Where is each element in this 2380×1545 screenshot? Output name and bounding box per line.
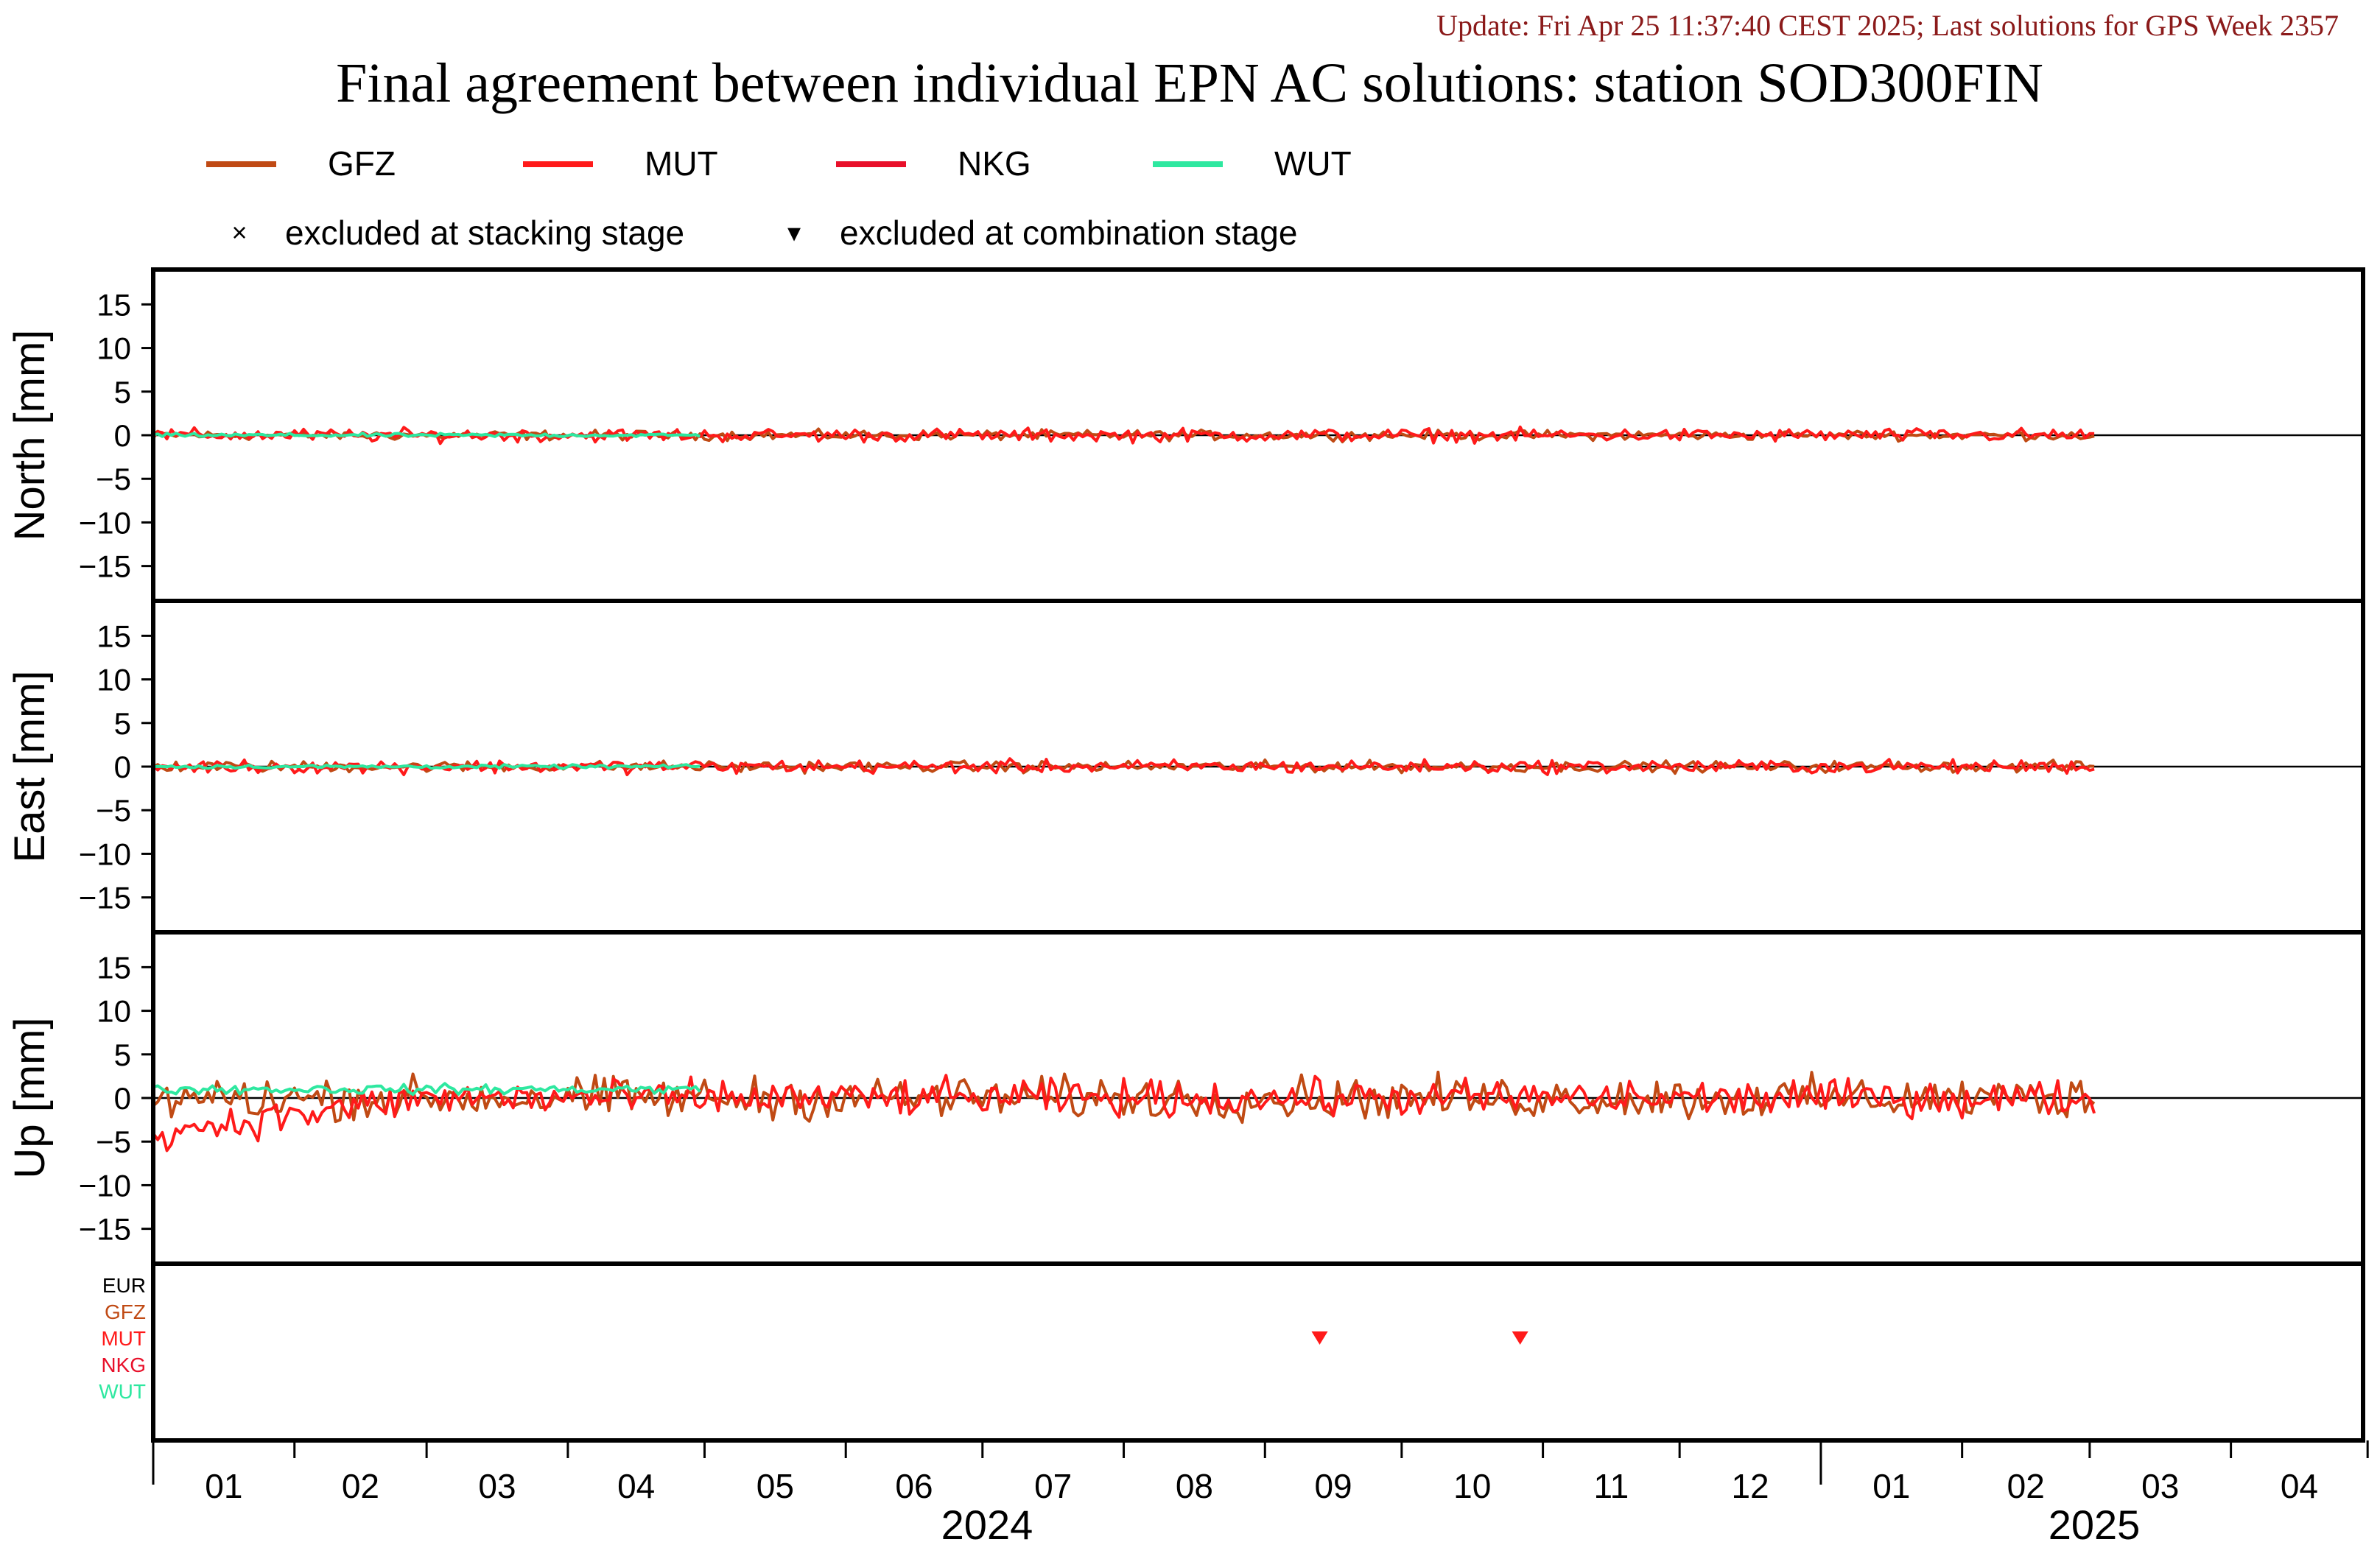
y-tick-label: −15 xyxy=(79,881,131,915)
x-year-label: 2024 xyxy=(941,1502,1033,1545)
y-tick-label: −15 xyxy=(79,549,131,584)
y-tick-label: −5 xyxy=(96,462,131,496)
x-tick-label: 05 xyxy=(757,1467,794,1505)
y-axis-label: North [mm] xyxy=(6,330,54,541)
legend-label-nkg: NKG xyxy=(958,144,1031,183)
y-tick-label: −10 xyxy=(79,505,131,540)
panel-frame xyxy=(151,1261,2365,1443)
exclusion-row-label-mut: MUT xyxy=(101,1327,146,1350)
legend: GFZ MUT NKG WUT × excluded at stacking stage ▾… xyxy=(206,144,1352,252)
x-tick-label: 01 xyxy=(205,1467,242,1505)
x-year-label: 2025 xyxy=(2049,1502,2141,1545)
legend-marker-symbol: × xyxy=(231,217,247,247)
y-tick-label: 5 xyxy=(114,706,131,741)
x-tick-label: 02 xyxy=(342,1467,379,1505)
x-tick-label: 12 xyxy=(1731,1467,1769,1505)
x-tick-label: 06 xyxy=(895,1467,933,1505)
y-tick-label: 5 xyxy=(114,375,131,409)
legend-marker-label: excluded at stacking stage xyxy=(285,214,684,252)
y-tick-label: 10 xyxy=(96,663,131,697)
x-tick-label: 03 xyxy=(2141,1467,2179,1505)
panel-north: −15 −10 −5 0 5 10 15 North [mm] xyxy=(6,267,2365,603)
legend-label-mut: MUT xyxy=(645,144,718,183)
exclusion-panel: EUR GFZ MUT NKG WUT xyxy=(99,1261,2365,1443)
series-line-wut xyxy=(153,1082,701,1097)
panel-east: −15 −10 −5 0 5 10 15 East [mm] xyxy=(6,599,2365,935)
update-text: Update: Fri Apr 25 11:37:40 CEST 2025; L… xyxy=(1436,9,2339,42)
y-tick-label: 5 xyxy=(114,1038,131,1072)
combination-exclusion-marker xyxy=(1311,1331,1328,1345)
x-tick-label: 07 xyxy=(1034,1467,1072,1505)
plot-panels: −15 −10 −5 0 5 10 15 North [mm] −15 −10 −5 0 5 10 15 Ea… xyxy=(6,267,2365,1443)
exclusion-row-label-wut: WUT xyxy=(99,1380,146,1403)
series-line-wut xyxy=(153,432,701,438)
series-line-wut xyxy=(153,763,701,770)
y-axis-label: Up [mm] xyxy=(6,1017,54,1178)
y-tick-label: −15 xyxy=(79,1212,131,1247)
y-tick-label: 0 xyxy=(114,1081,131,1116)
chart-title: Final agreement between individual EPN A… xyxy=(336,52,2043,114)
exclusion-row-label-nkg: NKG xyxy=(101,1354,146,1376)
legend-marker-label: excluded at combination stage xyxy=(840,214,1297,252)
x-tick-label: 01 xyxy=(1872,1467,1910,1505)
y-tick-label: −5 xyxy=(96,793,131,828)
y-axis-label: East [mm] xyxy=(6,670,54,862)
legend-label-gfz: GFZ xyxy=(328,144,396,183)
y-tick-label: 15 xyxy=(96,287,131,322)
x-tick-label: 09 xyxy=(1314,1467,1352,1505)
y-tick-label: 0 xyxy=(114,418,131,453)
series-line-mut xyxy=(153,1074,2096,1152)
x-axis: 01 02 03 04 05 06 07 08 09 10 11 12 01 02 03 04 2024 2025 xyxy=(152,1440,2369,1545)
y-tick-label: 0 xyxy=(114,750,131,784)
x-tick-label: 03 xyxy=(478,1467,516,1505)
y-tick-label: 10 xyxy=(96,331,131,366)
legend-marker-symbol: ▾ xyxy=(787,217,801,247)
x-tick-label: 11 xyxy=(1593,1467,1629,1505)
exclusion-row-label-eur: EUR xyxy=(102,1274,146,1297)
panel-up: −15 −10 −5 0 5 10 15 Up [mm] xyxy=(6,930,2365,1266)
x-tick-label: 02 xyxy=(2007,1467,2045,1505)
x-tick-label: 04 xyxy=(617,1467,655,1505)
y-tick-label: 15 xyxy=(96,619,131,653)
y-tick-label: −10 xyxy=(79,837,131,871)
exclusion-row-label-gfz: GFZ xyxy=(105,1301,146,1323)
combination-exclusion-marker xyxy=(1512,1331,1528,1345)
y-tick-label: 15 xyxy=(96,950,131,985)
y-tick-label: −5 xyxy=(96,1125,131,1159)
y-tick-label: 10 xyxy=(96,994,131,1029)
x-tick-label: 04 xyxy=(2281,1467,2318,1505)
x-tick-label: 08 xyxy=(1176,1467,1213,1505)
y-tick-label: −10 xyxy=(79,1168,131,1203)
series-line-mut xyxy=(153,757,2095,776)
legend-label-wut: WUT xyxy=(1274,144,1352,183)
x-tick-label: 10 xyxy=(1453,1467,1491,1505)
